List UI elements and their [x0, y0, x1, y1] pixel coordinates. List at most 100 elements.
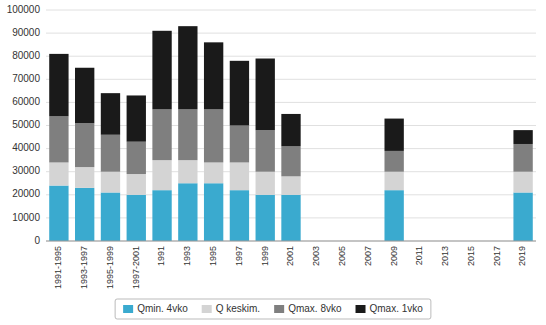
legend-frame — [115, 299, 431, 319]
bar-segment — [75, 167, 94, 188]
legend-swatch — [274, 305, 284, 313]
x-tick-label: 2015 — [466, 246, 476, 266]
bar-segment — [281, 114, 300, 146]
x-tick-label: 1997-2001 — [131, 246, 141, 289]
bar-segment — [127, 174, 146, 195]
x-tick-label: 2011 — [414, 246, 424, 265]
bar-segment — [101, 172, 120, 193]
legend-item: Qmin. 4vko — [123, 303, 188, 314]
x-tick-label: 1993 — [182, 246, 192, 266]
bar-segment — [75, 188, 94, 241]
x-tick-label: 1997 — [234, 246, 244, 266]
bar-segment — [127, 195, 146, 241]
x-tick-label: 2019 — [517, 246, 527, 266]
x-tick-label: 2001 — [285, 246, 295, 266]
y-tick-label: 50000 — [12, 119, 40, 130]
bar-segment — [152, 31, 171, 110]
bar-segment — [152, 190, 171, 241]
bar-segment — [152, 160, 171, 190]
bar-segment — [49, 116, 68, 162]
y-tick-label: 20000 — [12, 188, 40, 199]
bar-segment — [152, 109, 171, 160]
y-tick-label: 60000 — [12, 96, 40, 107]
bar-segment — [256, 130, 275, 172]
x-tick-label: 1999 — [260, 246, 270, 266]
bar-segment — [384, 190, 403, 241]
bar-segment — [230, 162, 249, 190]
bar-segment — [127, 142, 146, 174]
bar-segment — [281, 176, 300, 194]
series — [49, 109, 533, 176]
legend-label: Qmin. 4vko — [137, 303, 188, 314]
x-tick-label: 2013 — [440, 246, 450, 266]
bars — [49, 26, 533, 241]
grid-line — [46, 56, 536, 57]
bar-segment — [178, 109, 197, 160]
x-tick-label: 1993-1997 — [79, 246, 89, 289]
bar-segment — [513, 192, 532, 241]
x-tick-label: 1995-1999 — [105, 246, 115, 289]
bar-segment — [281, 146, 300, 176]
x-tick-label: 1995 — [208, 246, 218, 266]
bar-segment — [178, 183, 197, 241]
bar-segment — [204, 109, 223, 162]
bar-segment — [101, 192, 120, 241]
bar-segment — [49, 54, 68, 116]
legend-swatch — [356, 305, 366, 313]
y-tick-label: 10000 — [12, 212, 40, 223]
y-tick-label: 80000 — [12, 50, 40, 61]
bar-segment — [101, 93, 120, 135]
bar-segment — [75, 123, 94, 167]
legend-item: Qmax. 8vko — [274, 303, 342, 314]
y-tick-label: 40000 — [12, 142, 40, 153]
bar-segment — [256, 59, 275, 131]
grid-line — [46, 33, 536, 34]
bar-segment — [384, 151, 403, 172]
bar-segment — [384, 172, 403, 190]
y-axis: 0 10000 20000 30000 40000 50000 60000 70000 8000… — [7, 4, 41, 246]
legend-item: Qmax. 1vko — [356, 303, 424, 314]
bar-segment — [256, 172, 275, 195]
x-tick-label: 2003 — [311, 246, 321, 266]
x-tick-label: 2009 — [389, 246, 399, 266]
y-tick-label: 30000 — [12, 165, 40, 176]
bar-segment — [230, 190, 249, 241]
x-axis-line — [46, 241, 536, 242]
bar-segment — [178, 26, 197, 109]
grid-line — [46, 241, 536, 242]
x-tick-label: 2005 — [337, 246, 347, 266]
bar-segment — [127, 95, 146, 141]
grid-line — [46, 79, 536, 80]
bar-segment — [49, 162, 68, 185]
bar-segment — [281, 195, 300, 241]
bar-segment — [101, 135, 120, 172]
bar-segment — [513, 130, 532, 144]
grid-line — [46, 10, 536, 11]
x-tick-label: 1991-1995 — [53, 246, 63, 289]
legend-label: Qmax. 1vko — [370, 303, 424, 314]
x-tick-label: 2017 — [492, 246, 502, 266]
bar-segment — [204, 42, 223, 109]
grid — [46, 10, 536, 241]
y-tick-label: 0 — [34, 235, 40, 246]
bar-segment — [75, 68, 94, 123]
bar-segment — [178, 160, 197, 183]
x-tick-label: 1991 — [156, 246, 166, 266]
bar-segment — [204, 162, 223, 183]
legend-label: Qmax. 8vko — [288, 303, 342, 314]
x-tick-label: 2007 — [363, 246, 373, 266]
series — [49, 26, 533, 151]
y-tick-label: 90000 — [12, 27, 40, 38]
legend-swatch — [202, 305, 212, 313]
bar-segment — [384, 119, 403, 151]
bar-segment — [204, 183, 223, 241]
legend-item: Q keskim. — [202, 303, 260, 314]
x-axis: 1991-1995 1993-1997 1995-1999 1997-2001 1991… — [46, 241, 536, 289]
legend-swatch — [123, 305, 133, 313]
bar-segment — [513, 172, 532, 193]
bar-segment — [256, 195, 275, 241]
bar-segment — [230, 61, 249, 126]
y-tick-label: 70000 — [12, 73, 40, 84]
bar-segment — [230, 126, 249, 163]
bar-segment — [513, 144, 532, 172]
